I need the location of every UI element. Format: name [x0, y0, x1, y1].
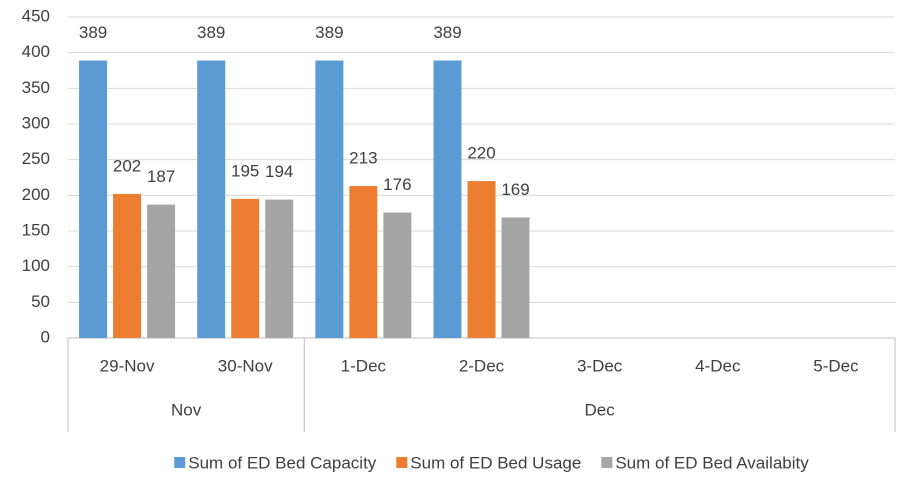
y-tick-label: 300	[22, 113, 50, 132]
data-label: 220	[467, 144, 495, 163]
bar	[501, 217, 530, 338]
data-label: 202	[113, 156, 141, 175]
data-label: 195	[231, 161, 259, 180]
y-tick-label: 50	[31, 292, 50, 311]
x-tick-label: 2-Dec	[459, 356, 505, 375]
x-tick-label: 5-Dec	[813, 356, 859, 375]
bar	[383, 212, 412, 338]
data-label: 169	[501, 180, 529, 199]
x-tick-label: 4-Dec	[695, 356, 741, 375]
legend-swatch	[174, 457, 186, 468]
bar	[113, 193, 142, 338]
y-tick-label: 150	[22, 220, 50, 239]
group-label: Dec	[585, 400, 616, 419]
bar	[315, 60, 344, 338]
data-label: 389	[79, 23, 107, 42]
bar	[265, 199, 294, 338]
bar	[433, 60, 462, 338]
data-label: 187	[147, 167, 175, 186]
y-tick-label: 100	[22, 256, 50, 275]
group-label: Nov	[171, 400, 202, 419]
bar	[231, 198, 260, 338]
legend-swatch	[601, 457, 613, 468]
bar	[197, 60, 226, 338]
legend-swatch	[396, 457, 408, 468]
data-label: 389	[197, 23, 225, 42]
bar	[147, 204, 176, 338]
legend-label: Sum of ED Bed Availabity	[615, 453, 809, 472]
data-label: 194	[265, 162, 293, 181]
data-label: 213	[349, 149, 377, 168]
y-tick-label: 0	[41, 327, 50, 346]
data-label: 176	[383, 175, 411, 194]
x-tick-label: 1-Dec	[341, 356, 387, 375]
legend-label: Sum of ED Bed Usage	[410, 453, 581, 472]
y-tick-label: 200	[22, 185, 50, 204]
x-tick-label: 29-Nov	[100, 356, 155, 375]
y-tick-label: 400	[22, 42, 50, 61]
data-label: 389	[315, 23, 343, 42]
y-tick-label: 350	[22, 78, 50, 97]
x-tick-label: 3-Dec	[577, 356, 623, 375]
data-label: 389	[433, 23, 461, 42]
y-tick-label: 250	[22, 149, 50, 168]
bar	[349, 186, 378, 338]
y-tick-label: 450	[22, 6, 50, 25]
legend-label: Sum of ED Bed Capacity	[188, 453, 377, 472]
bar	[467, 181, 496, 338]
x-tick-label: 30-Nov	[218, 356, 273, 375]
bar	[79, 60, 108, 338]
